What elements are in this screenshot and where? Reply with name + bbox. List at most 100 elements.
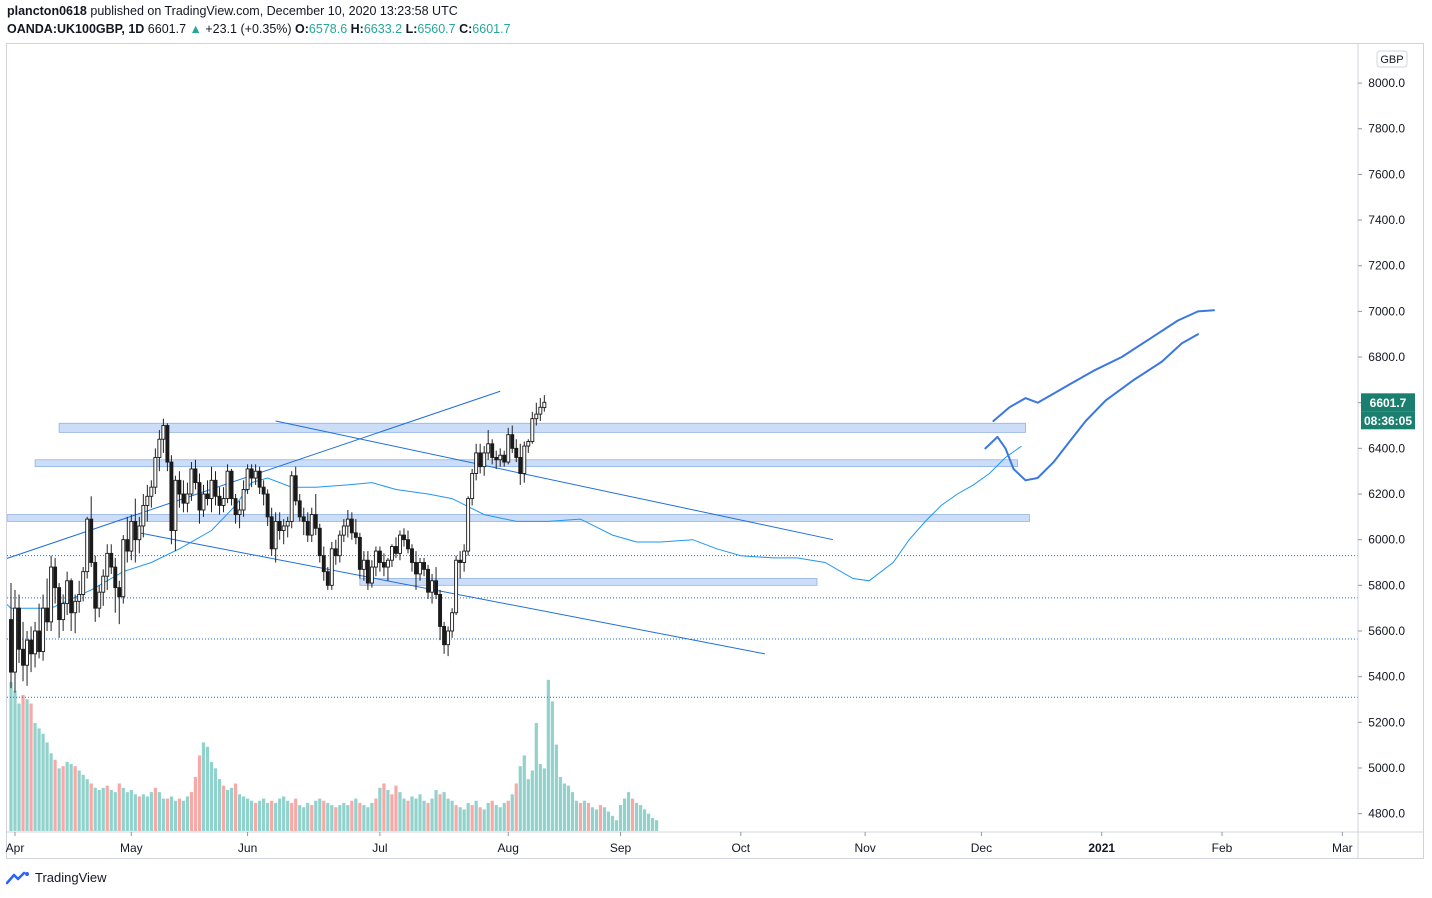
brand-name[interactable]: TradingView	[35, 870, 107, 885]
volume-bar	[366, 807, 370, 831]
y-tick-label: 6400.0	[1368, 441, 1405, 455]
candle	[369, 560, 374, 588]
candle-body	[145, 495, 150, 506]
candle-body	[257, 470, 262, 488]
volume-bar	[374, 798, 378, 831]
candle	[169, 455, 174, 545]
candle-body	[69, 580, 74, 614]
candle	[41, 594, 46, 661]
candle	[522, 441, 527, 483]
candle-body	[309, 514, 314, 536]
candle-body	[41, 607, 46, 652]
candle-body	[37, 630, 42, 652]
volume-bar	[169, 796, 173, 831]
candle-body	[486, 443, 491, 454]
y-tick-label: 4800.0	[1368, 807, 1405, 821]
volume-bar	[125, 792, 129, 831]
x-tick-label: Jul	[372, 841, 387, 855]
support-resistance-zone	[58, 422, 1026, 433]
volume-bar	[137, 796, 141, 831]
volume-bar	[622, 798, 627, 831]
candle-body	[13, 607, 17, 673]
candle	[494, 450, 499, 469]
volume-bar	[394, 785, 398, 831]
candle-body	[470, 473, 475, 500]
volume-bar	[145, 796, 149, 831]
candle-body	[277, 520, 282, 531]
candle	[85, 516, 90, 579]
candle	[13, 589, 17, 693]
candle-body	[173, 479, 178, 531]
y-tick-label: 5200.0	[1368, 715, 1405, 729]
volume-bar	[462, 809, 466, 831]
candle	[29, 626, 33, 673]
candle	[217, 487, 222, 515]
candle	[121, 535, 126, 604]
candle-body	[498, 454, 503, 461]
volume-bar	[382, 783, 386, 831]
candle	[377, 546, 382, 572]
symbol-legend: OANDA:UK100GBP, 1D 6601.7 ▲ +23.1 (+0.35…	[7, 22, 511, 36]
x-tick-label: Sep	[610, 841, 632, 855]
candle-body	[53, 566, 58, 589]
candle	[245, 464, 250, 495]
candle	[506, 427, 511, 465]
candle-body	[333, 548, 338, 557]
candle-body	[297, 500, 302, 518]
candle-body	[249, 468, 254, 479]
volume-bar	[245, 798, 250, 831]
trendline	[139, 532, 765, 655]
candle-body	[538, 406, 543, 415]
candle	[225, 464, 230, 504]
candle-body	[221, 498, 226, 506]
candle-body	[125, 539, 130, 552]
x-tick-label: Apr	[6, 841, 25, 855]
candle	[261, 480, 266, 506]
close-label: C:	[459, 22, 473, 36]
volume-bar	[81, 774, 85, 831]
candle-body	[462, 550, 467, 563]
candle-body	[105, 552, 110, 577]
countdown-label: 08:36:05	[1364, 414, 1412, 428]
volume-bar	[302, 807, 306, 831]
candle-body	[73, 600, 78, 614]
candle-body	[61, 603, 66, 621]
candle-body	[77, 594, 82, 602]
volume-bar	[454, 805, 458, 831]
price-change: +23.1 (+0.35%)	[205, 22, 292, 36]
candle-body	[518, 457, 523, 474]
candle-body	[317, 527, 322, 557]
candle	[209, 466, 214, 513]
volume-bar	[470, 805, 474, 831]
volume-bar	[406, 800, 410, 831]
candle	[213, 471, 218, 506]
candle-body	[293, 475, 298, 502]
volume-bar	[642, 809, 647, 831]
candle	[526, 439, 531, 453]
author-name[interactable]: plancton0618	[7, 4, 87, 18]
candle-body	[442, 625, 447, 646]
candle-body	[49, 566, 54, 623]
candle	[257, 466, 262, 495]
low-label: L:	[405, 22, 418, 36]
candle	[33, 621, 38, 668]
volume-bar	[49, 753, 53, 831]
candle	[277, 512, 282, 540]
candle-body	[261, 486, 266, 495]
chart-frame[interactable]	[6, 43, 1424, 859]
volume-bar	[490, 800, 494, 831]
candle	[165, 423, 170, 472]
volume-bar	[262, 798, 266, 831]
candle-body	[45, 607, 50, 623]
volume-bar	[330, 805, 334, 831]
candle	[221, 487, 226, 513]
candle	[161, 418, 166, 453]
volume-bar	[37, 728, 41, 831]
candle-body	[197, 482, 202, 511]
candle	[518, 443, 523, 485]
candle-body	[17, 607, 21, 650]
volume-bar	[101, 787, 105, 831]
candle	[17, 594, 21, 663]
candle-body	[454, 559, 459, 614]
